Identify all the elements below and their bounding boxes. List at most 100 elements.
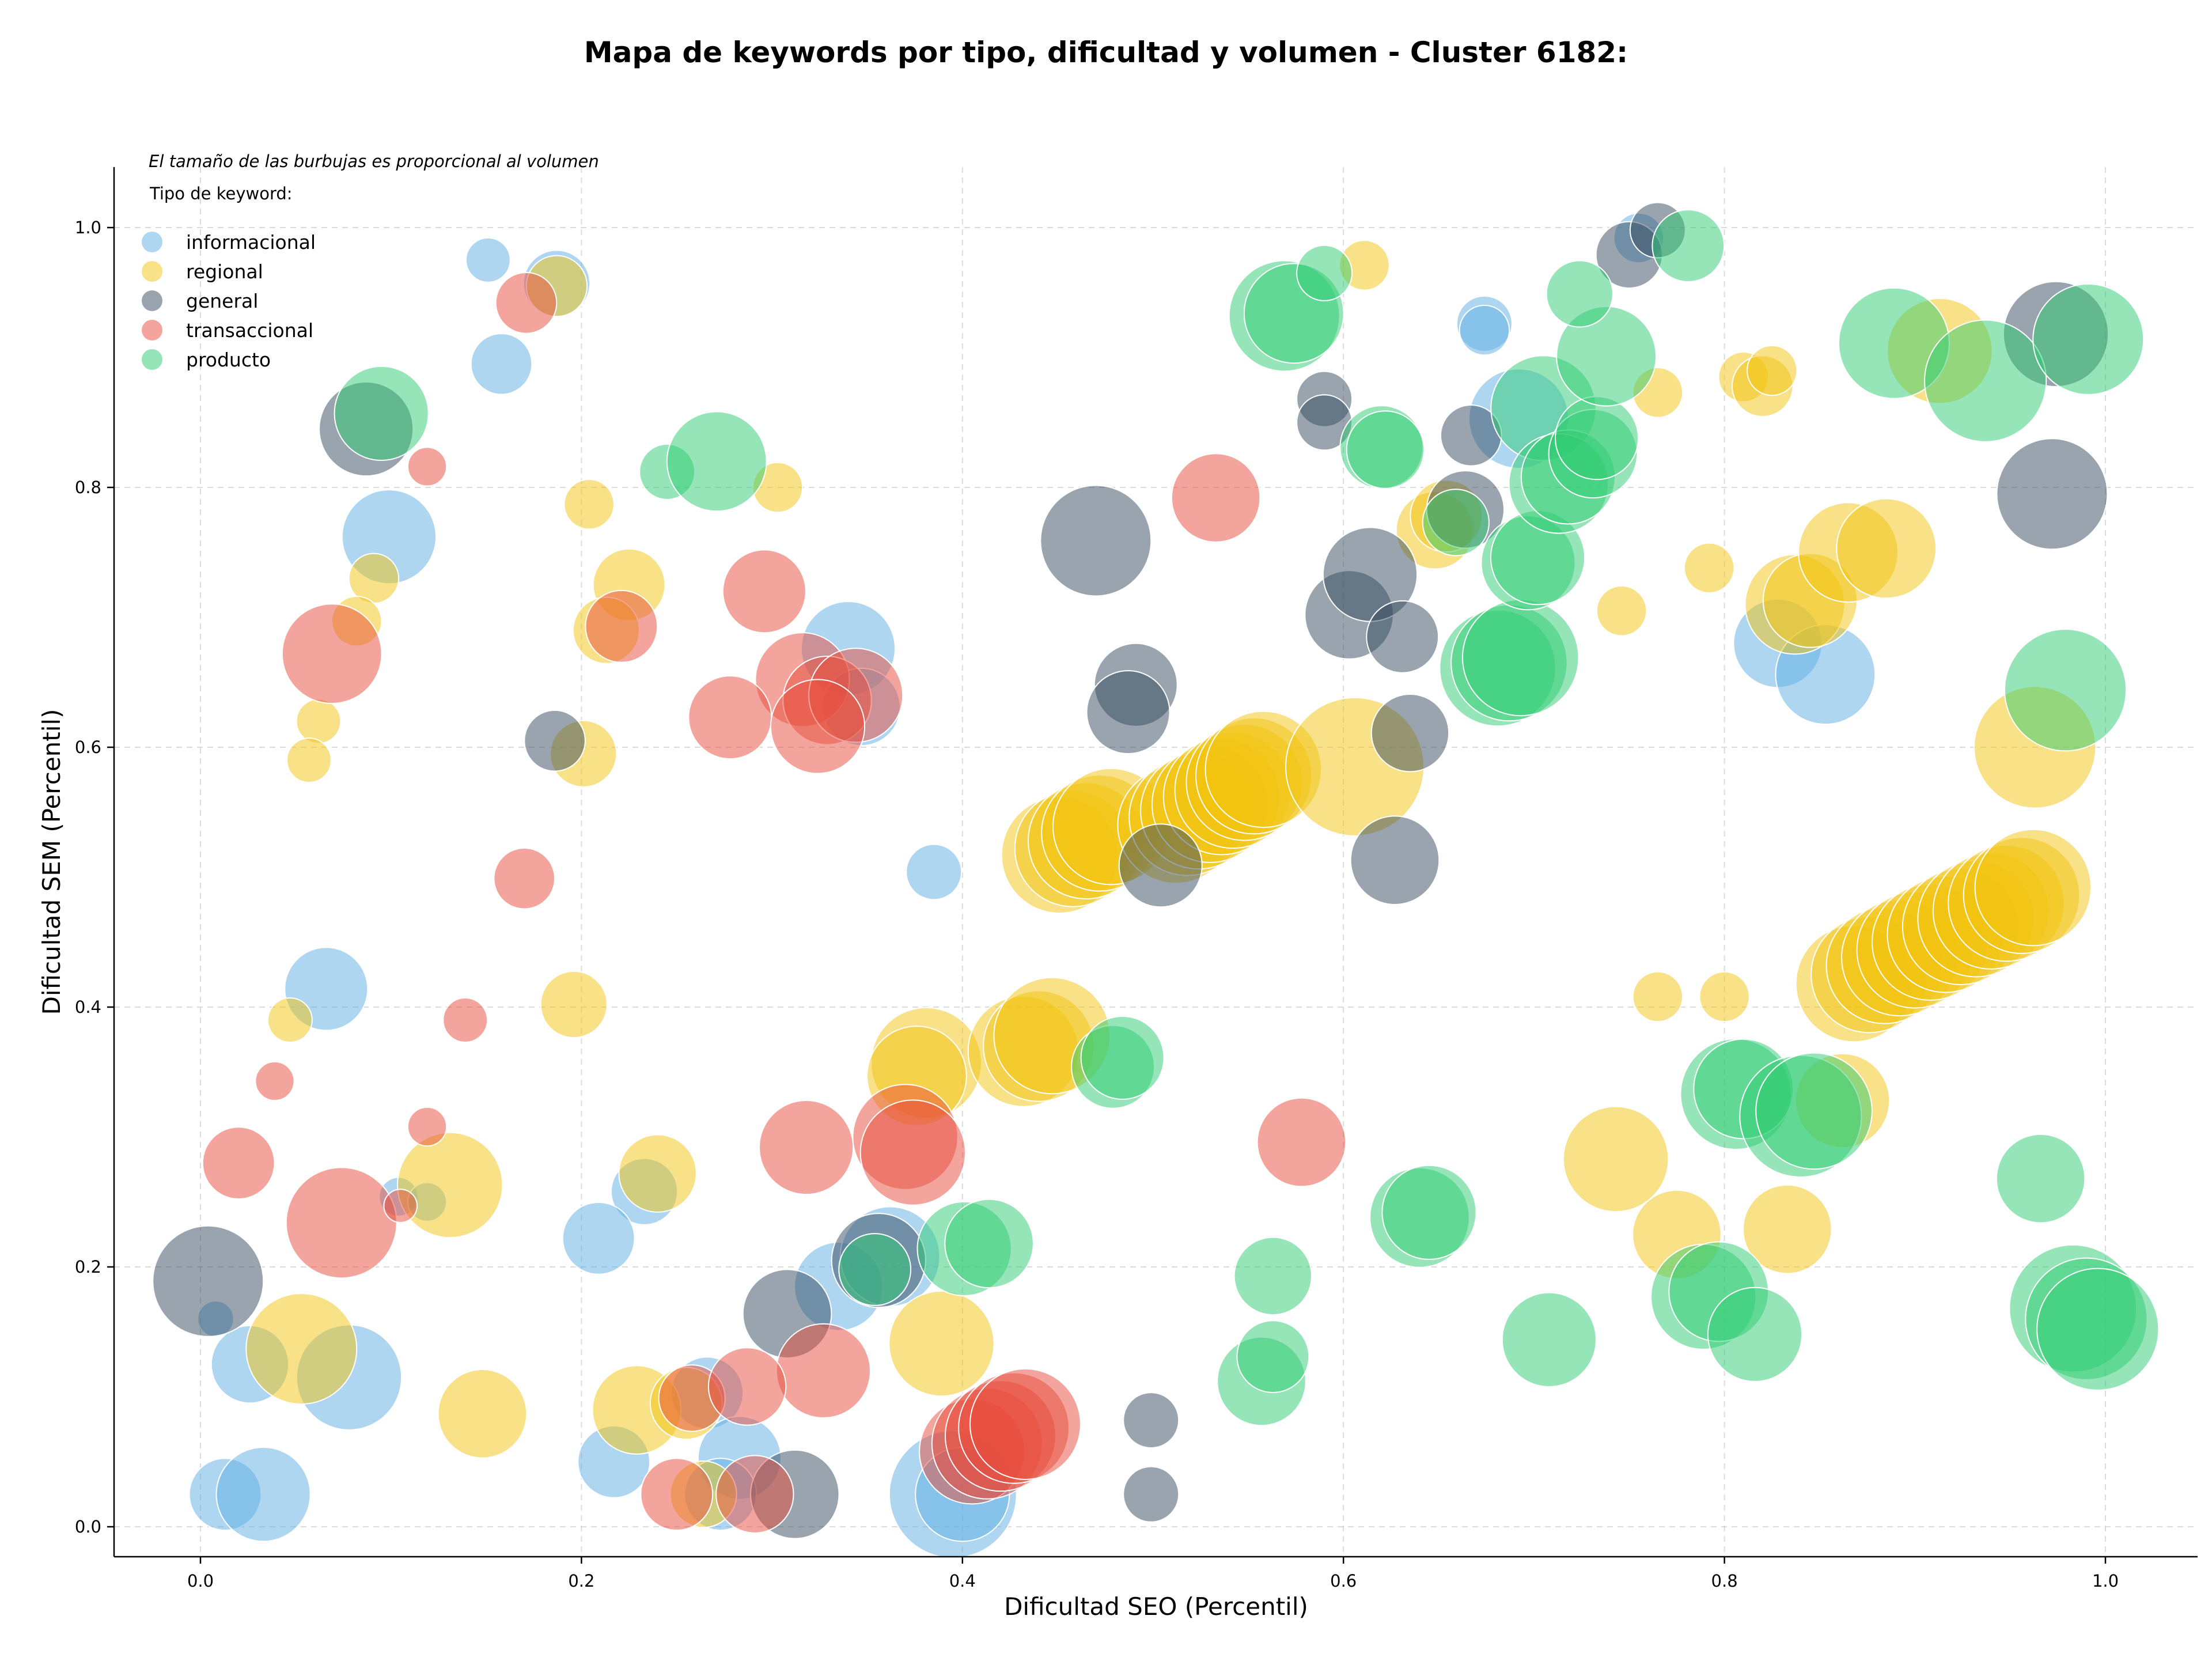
- bubble-regional: [540, 970, 608, 1039]
- bubble-producto: [1546, 260, 1613, 328]
- bubble-transaccional: [1256, 1097, 1347, 1187]
- bubble-regional: [286, 737, 332, 783]
- bubble-general: [1118, 823, 1203, 908]
- legend-marker-general: [142, 290, 162, 311]
- bubble-transaccional: [722, 549, 806, 634]
- bubble-transaccional: [255, 1061, 295, 1102]
- bubble-informacional: [562, 1201, 635, 1275]
- bubble-producto: [666, 411, 767, 512]
- x-tick-label: 0.2: [568, 1571, 594, 1591]
- bubble-producto: [1707, 1287, 1803, 1382]
- bubble-producto: [1381, 1164, 1477, 1260]
- bubble-general: [1086, 670, 1171, 755]
- x-axis-label: Dificultad SEO (Percentil): [1004, 1592, 1308, 1621]
- bubble-transaccional: [585, 589, 658, 663]
- bubble-regional: [1562, 1106, 1669, 1213]
- bubble-regional: [296, 698, 342, 744]
- bubble-general: [1370, 693, 1450, 773]
- bubble-regional: [1974, 828, 2092, 947]
- legend-label-general: general: [186, 290, 258, 312]
- y-tick-label: 0.2: [75, 1257, 101, 1277]
- chart-title: Mapa de keywords por tipo, dificultad y …: [584, 36, 1628, 69]
- bubble-producto: [838, 1233, 912, 1306]
- bubble-general: [524, 709, 586, 772]
- bubble-producto: [1422, 489, 1490, 557]
- bubble-informacional: [906, 843, 963, 901]
- bubble-producto: [1501, 1292, 1597, 1387]
- y-tick-label: 0.0: [75, 1517, 101, 1537]
- y-tick-label: 0.8: [75, 478, 101, 497]
- bubble-transaccional: [281, 603, 382, 705]
- bubble-general: [1366, 600, 1440, 674]
- y-tick-label: 1.0: [75, 218, 101, 237]
- bubble-producto: [1236, 1320, 1310, 1393]
- bubble-regional: [1699, 971, 1750, 1023]
- bubble-informacional: [1459, 304, 1510, 356]
- bubble-regional: [1632, 971, 1684, 1023]
- bubble-general: [1123, 1466, 1180, 1523]
- legend-marker-producto: [142, 349, 162, 370]
- bubble-transaccional: [1171, 453, 1261, 543]
- bubble-producto: [1233, 1236, 1313, 1315]
- legend-label-informacional: informacional: [186, 231, 316, 253]
- bubble-transaccional: [202, 1126, 275, 1200]
- bubble-transaccional: [495, 271, 558, 334]
- bubble-regional: [618, 1134, 697, 1213]
- bubble-producto: [1080, 1015, 1165, 1100]
- bubble-producto: [1924, 319, 2047, 442]
- bubble-regional: [267, 997, 313, 1043]
- bubble-transaccional: [442, 997, 488, 1043]
- size-note: El tamaño de las burbujas es proporciona…: [149, 152, 599, 171]
- bubble-regional: [888, 1290, 995, 1397]
- bubble-regional: [437, 1369, 528, 1459]
- bubble-regional: [1596, 585, 1647, 637]
- bubble-regional: [1683, 542, 1735, 594]
- bubble-general: [1040, 485, 1152, 597]
- bubble-producto: [1652, 209, 1725, 282]
- x-tick-label: 0.8: [1711, 1571, 1738, 1591]
- ticks: 0.0 0.2 0.4 0.6 0.8 1.0 0.0 0.2 0.4 0.6 0.8 1.0: [75, 218, 2119, 1591]
- bubble-general: [152, 1225, 264, 1337]
- bubble-informacional: [470, 332, 533, 395]
- axes: [113, 167, 2198, 1558]
- legend: Tipo de keyword: informacional regional ge…: [142, 184, 316, 371]
- bubble-producto: [334, 365, 429, 461]
- bubble-producto: [2003, 629, 2127, 752]
- bubble-transaccional: [383, 1189, 418, 1223]
- x-tick-label: 0.4: [949, 1571, 976, 1591]
- legend-label-regional: regional: [186, 260, 263, 283]
- bubble-transaccional: [285, 1167, 397, 1279]
- bubble-regional: [245, 1293, 358, 1405]
- bubble-transaccional: [407, 1106, 448, 1147]
- bubble-general: [1123, 1392, 1180, 1449]
- legend-marker-regional: [142, 261, 162, 282]
- bubble-producto: [2032, 283, 2145, 395]
- bubble-informacional: [215, 1447, 311, 1542]
- bubble-transaccional: [715, 1455, 794, 1534]
- x-tick-label: 0.0: [187, 1571, 214, 1591]
- bubble-transaccional: [759, 1099, 854, 1195]
- bubble-transaccional: [493, 847, 555, 910]
- y-tick-label: 0.4: [75, 997, 101, 1017]
- bubble-transaccional: [407, 447, 448, 487]
- bubble-producto: [944, 1198, 1034, 1289]
- bubble-transaccional: [640, 1458, 714, 1531]
- bubble-general: [1996, 438, 2108, 550]
- bubble-informacional: [465, 237, 511, 283]
- bubble-producto: [1461, 599, 1580, 717]
- bubble-transaccional: [770, 679, 866, 774]
- bubble-transaccional: [688, 675, 772, 760]
- legend-marker-informacional: [142, 232, 162, 252]
- bubble-regional: [1836, 498, 1937, 599]
- bubble-general: [1350, 815, 1440, 905]
- legend-label-transaccional: transaccional: [186, 319, 313, 342]
- y-axis-label: Dificultad SEM (Percentil): [37, 709, 66, 1015]
- x-tick-label: 0.6: [1330, 1571, 1357, 1591]
- legend-items: informacional regional general transacciona…: [142, 231, 316, 371]
- bubble-producto: [1555, 396, 1639, 480]
- x-tick-label: 1.0: [2092, 1571, 2119, 1591]
- bubble-producto: [2036, 1267, 2160, 1391]
- legend-title: Tipo de keyword:: [149, 184, 293, 203]
- bubble-transaccional: [969, 1368, 1081, 1480]
